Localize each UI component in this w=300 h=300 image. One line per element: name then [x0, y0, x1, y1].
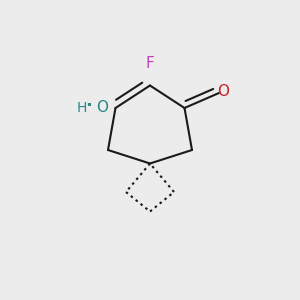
Text: O: O: [96, 100, 108, 116]
Text: O: O: [218, 84, 230, 99]
Text: H: H: [76, 101, 87, 115]
Text: ·: ·: [85, 97, 92, 115]
Text: F: F: [146, 56, 154, 70]
